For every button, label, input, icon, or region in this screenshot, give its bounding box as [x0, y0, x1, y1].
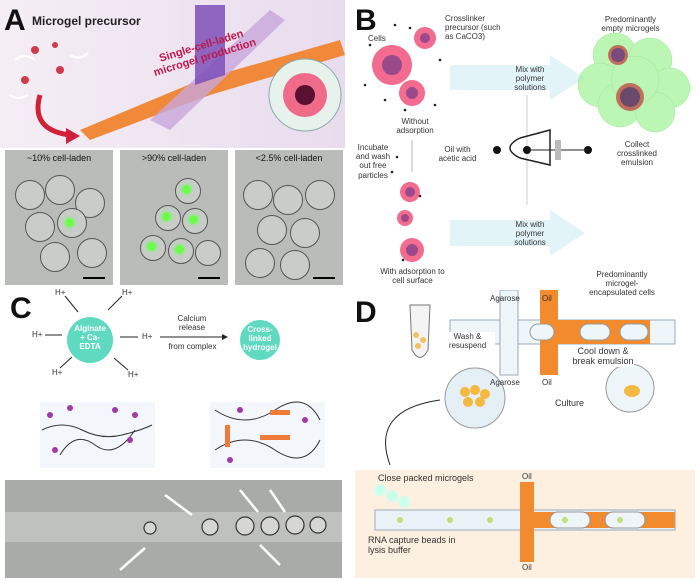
sphere1-label: Alginate + Ca-EDTA	[74, 324, 106, 352]
panel-b-label: B	[355, 4, 377, 37]
panel-c-label: C	[10, 292, 32, 325]
empty-microgels-label: Predominantly empty microgels	[601, 15, 660, 34]
oil-bottom-label: Oil	[542, 378, 552, 387]
encapsulated-label: Predominantly microgel-encapsulated cell…	[589, 270, 655, 298]
panel-d-label: D	[355, 296, 377, 329]
cool-down-label: Cool down & break emulsion	[572, 346, 634, 367]
hydrogel-crosslink-diagram	[5, 295, 342, 578]
oil-top-label: Oil	[542, 294, 552, 303]
collect-label: Collect crosslinked emulsion	[616, 140, 657, 168]
proton-label: H+	[32, 330, 43, 339]
proton-label: H+	[142, 332, 153, 341]
culture-label: Culture	[555, 398, 585, 408]
proton-label: H+	[52, 368, 63, 377]
microfluidic-illustration	[0, 0, 345, 148]
cell-adsorption-diagram	[363, 23, 691, 262]
panel-a: A Microgel precursor Single-cell-laden m…	[0, 0, 345, 290]
from-complex-label: from complex	[168, 342, 217, 351]
oil2-bottom-label: Oil	[522, 563, 532, 572]
agarose-bottom-label: Agarose	[490, 378, 520, 387]
agarose-top-label: Agarose	[490, 294, 520, 303]
panel-c: C H+ H+ H+ H+ H+ H+ Alginate + Ca-EDTA C…	[0, 288, 345, 581]
cells-label: Cells	[368, 34, 386, 43]
micrograph-caption: ~10% cell-laden	[26, 153, 92, 163]
micrograph-10pct: ~10% cell-laden	[5, 150, 113, 285]
panel-a-label: A	[4, 4, 26, 37]
proton-label: H+	[128, 370, 139, 379]
mix-top-label: Mix with polymer solutions	[514, 65, 546, 93]
incubate-label: Incubate and wash out free particles	[355, 143, 391, 180]
panel-a-title: Microgel precursor	[32, 14, 141, 28]
rna-beads-label: RNA capture beads in lysis buffer	[368, 535, 456, 556]
micrograph-2-5pct: <2.5% cell-laden	[235, 150, 343, 285]
micrograph-caption: >90% cell-laden	[141, 153, 207, 163]
wash-label: Wash & resuspend	[440, 332, 495, 351]
calcium-release-label: Calcium release	[177, 314, 207, 333]
oil-acetic-label: Oil with acetic acid	[438, 145, 477, 164]
close-packed-label: Close packed microgels	[378, 473, 474, 483]
with-adsorption-label: With adsorption to cell surface	[380, 267, 445, 286]
panel-d: D Wash & resuspend Agarose Agarose Oil O…	[350, 290, 697, 581]
proton-label: H+	[55, 288, 66, 297]
micrograph-90pct: >90% cell-laden	[120, 150, 228, 285]
crosslinker-label: Crosslinker precursor (such as CaCO3)	[445, 14, 501, 42]
mix-bottom-label: Mix with polymer solutions	[514, 220, 546, 248]
oil2-top-label: Oil	[522, 472, 532, 481]
without-adsorption-label: Without adsorption	[396, 117, 434, 136]
panel-b: B Cells Crosslinker precursor (such as C…	[350, 0, 697, 297]
proton-label: H+	[122, 288, 133, 297]
micrograph-caption: <2.5% cell-laden	[255, 153, 323, 163]
sphere2-label: Cross-linked hydrogel	[243, 325, 277, 353]
